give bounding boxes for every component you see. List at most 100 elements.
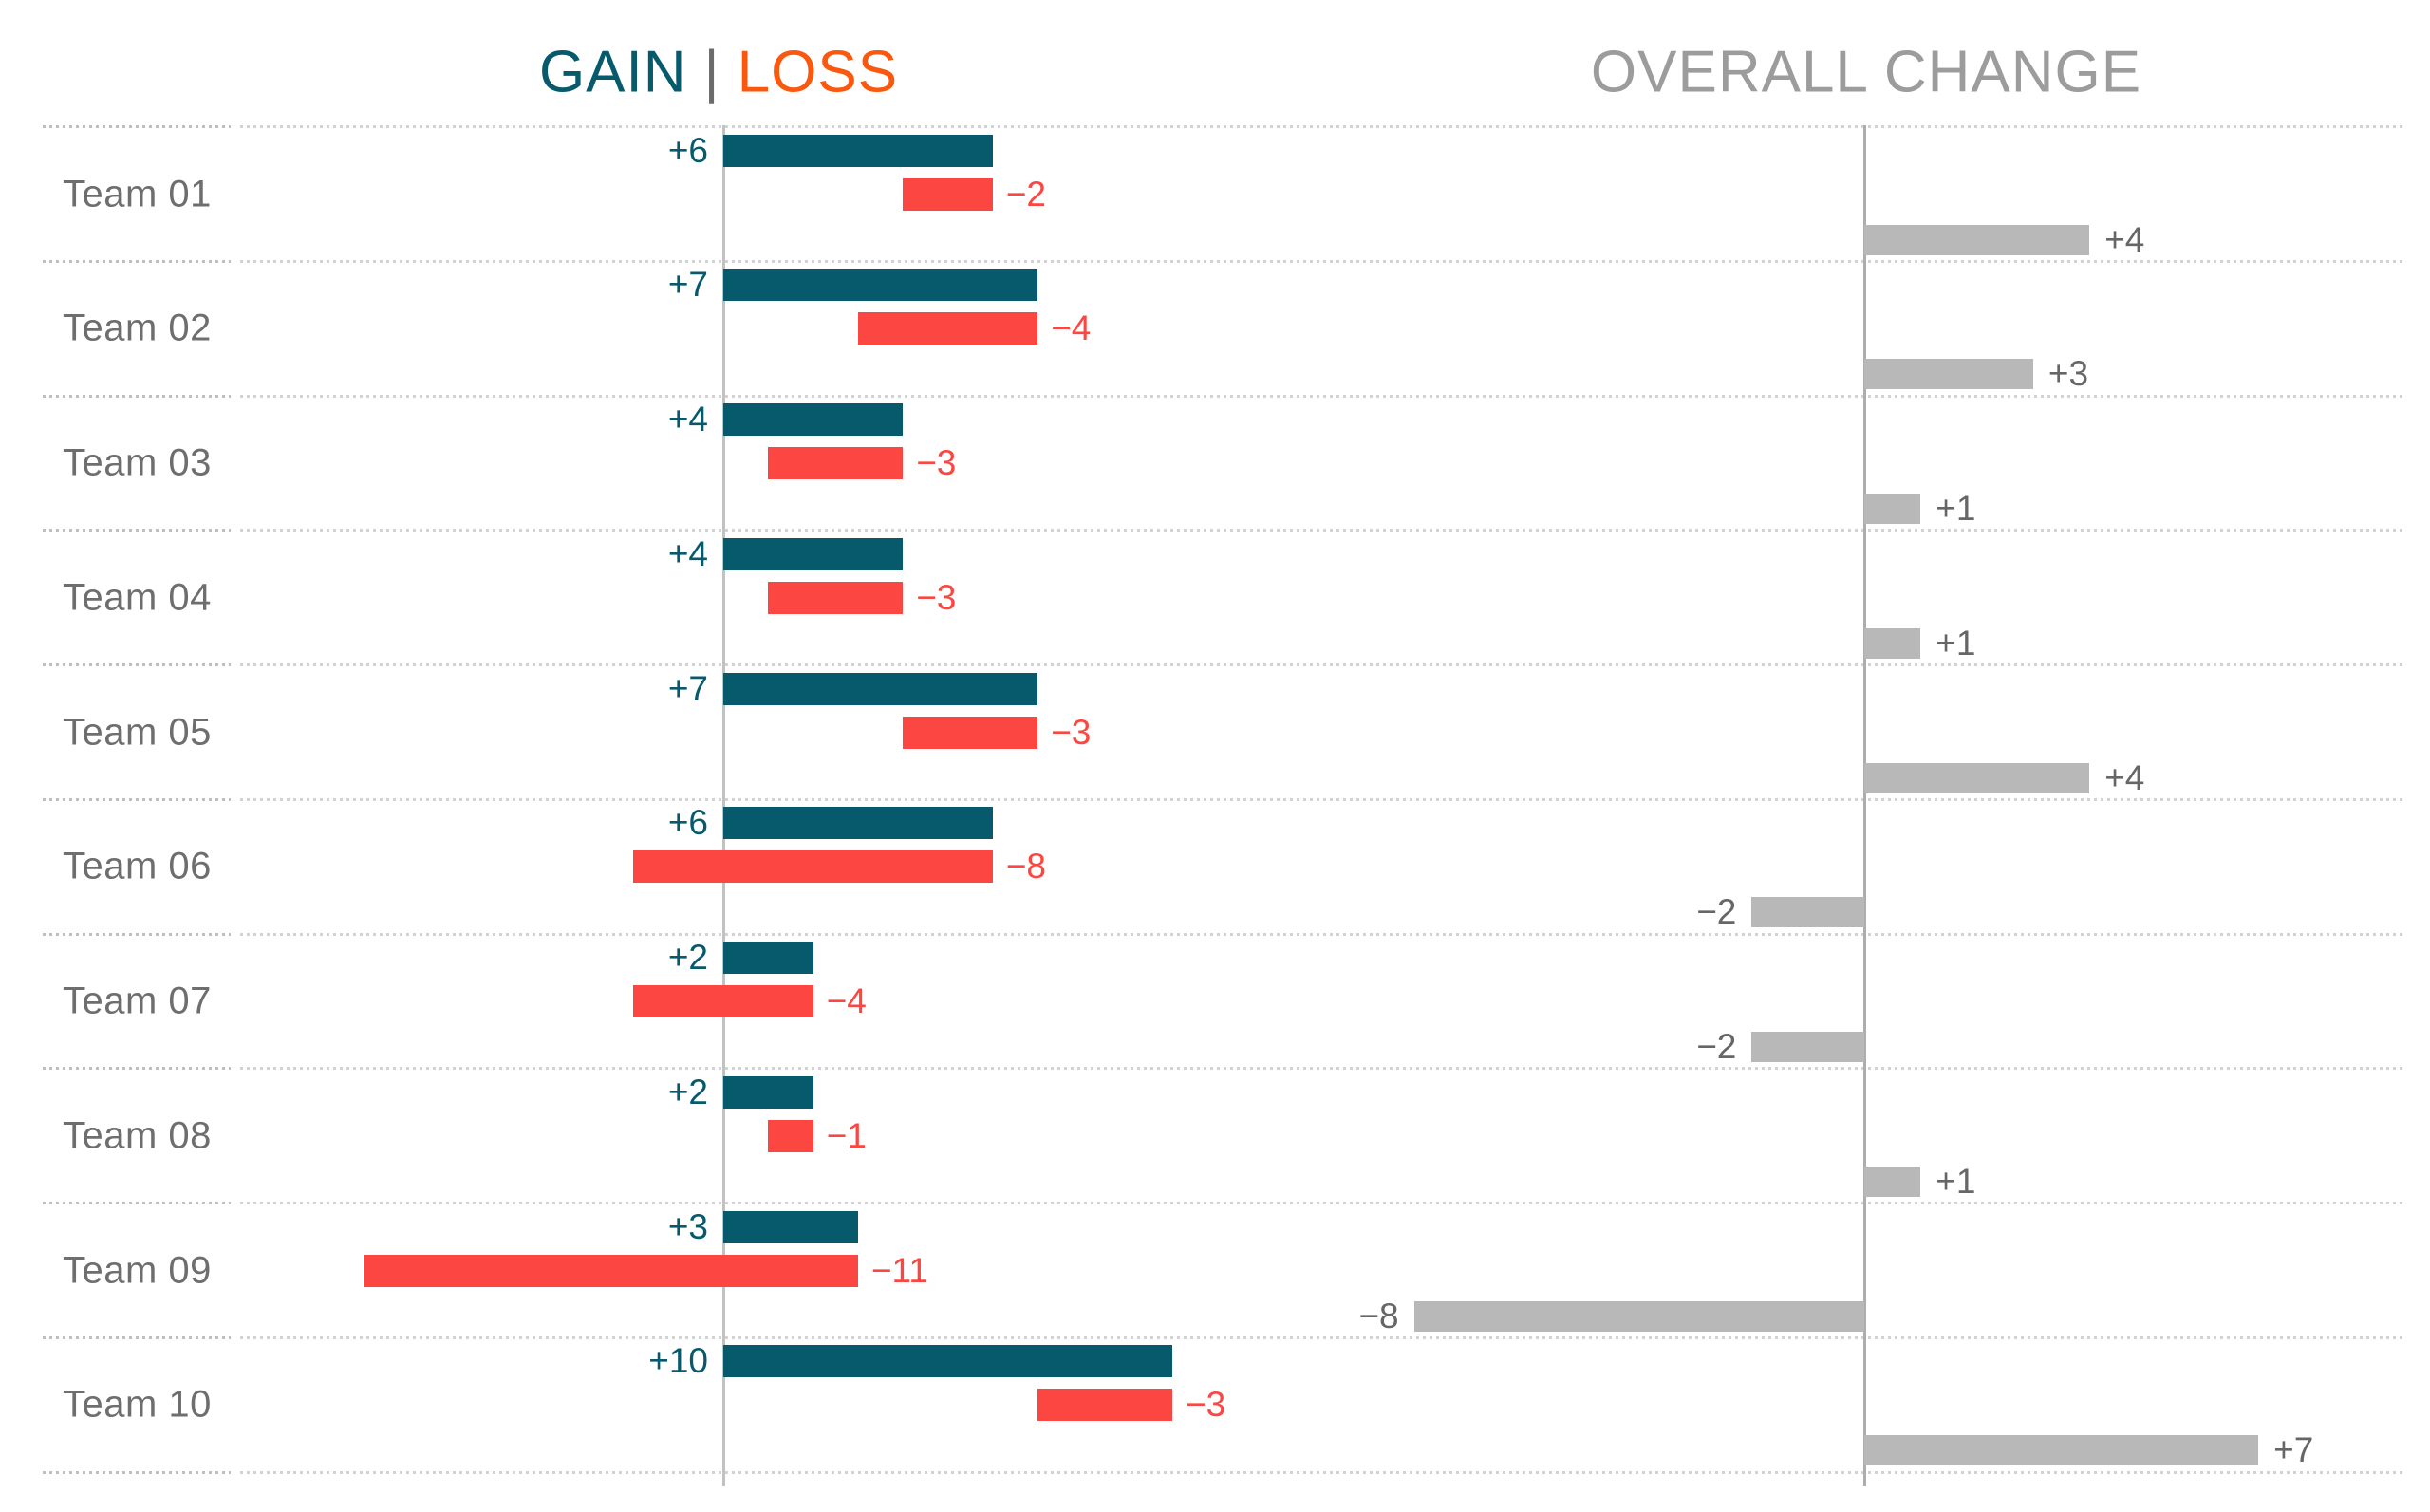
- overall-value-label: +4: [2104, 757, 2145, 797]
- overall-value-label: +7: [2273, 1430, 2314, 1470]
- gain-bar: [723, 807, 993, 840]
- overall-change-bar: [1864, 1166, 1921, 1197]
- gain-value-label: +7: [667, 265, 708, 305]
- gain-bar: [723, 942, 813, 974]
- gain-value-label: +6: [667, 130, 708, 170]
- loss-bar: [633, 985, 813, 1017]
- gain-bar: [723, 269, 1038, 302]
- separator-label-segment: [43, 259, 231, 263]
- overall-value-label: +1: [1935, 1161, 1976, 1201]
- loss-value-label: −3: [1186, 1385, 1226, 1425]
- loss-value-label: −2: [1005, 174, 1046, 214]
- separator-label-segment: [43, 1202, 231, 1204]
- gain-value-label: +3: [667, 1206, 708, 1246]
- separator-label-segment: [43, 932, 231, 936]
- separator-line: [240, 1067, 2404, 1071]
- gain-bar: [723, 1345, 1172, 1378]
- gain-value-label: +6: [667, 803, 708, 843]
- overall-change-bar: [1751, 1032, 1864, 1062]
- overall-change-bar: [1864, 224, 2090, 255]
- gain-loss-header: GAIN | LOSS: [539, 39, 898, 106]
- separator-line: [240, 1470, 2404, 1474]
- overall-change-bar: [1413, 1300, 1864, 1332]
- team-label: Team 03: [63, 441, 212, 484]
- loss-bar: [768, 447, 904, 479]
- separator-label-segment: [43, 1067, 231, 1071]
- separator-label-segment: [43, 394, 231, 398]
- loss-header-label: LOSS: [737, 39, 899, 105]
- separator-label-segment: [43, 125, 231, 128]
- team-label: Team 08: [63, 1114, 212, 1157]
- gain-value-label: +4: [667, 400, 708, 439]
- gain-value-label: +2: [667, 1072, 708, 1111]
- team-label: Team 10: [63, 1383, 212, 1426]
- gain-bar: [723, 134, 993, 167]
- separator-line: [240, 259, 2404, 263]
- loss-bar: [768, 581, 904, 614]
- separator-line: [240, 529, 2404, 532]
- overall-change-header: OVERALL CHANGE: [1590, 39, 2142, 105]
- separator-label-segment: [43, 1335, 231, 1339]
- team-label: Team 05: [63, 711, 212, 753]
- loss-value-label: −11: [870, 1250, 928, 1290]
- loss-bar: [1037, 1389, 1172, 1422]
- overall-value-label: +1: [1935, 623, 1976, 663]
- header-divider: |: [703, 39, 720, 105]
- loss-value-label: −8: [1005, 847, 1046, 887]
- separator-line: [240, 932, 2404, 936]
- overall-change-bar: [1864, 494, 1921, 524]
- overall-value-label: +1: [1935, 489, 1976, 528]
- gain-bar: [723, 1075, 813, 1109]
- loss-value-label: −4: [1051, 308, 1092, 348]
- loss-value-label: −4: [826, 981, 867, 1020]
- team-label: Team 02: [63, 307, 212, 349]
- separator-label-segment: [43, 1470, 231, 1474]
- team-label: Team 07: [63, 980, 212, 1022]
- overall-change-bar: [1751, 897, 1864, 928]
- gain-loss-axis: [722, 125, 725, 1486]
- loss-bar: [903, 716, 1038, 749]
- loss-bar: [633, 850, 993, 884]
- loss-bar: [768, 1119, 813, 1152]
- team-label: Team 04: [63, 576, 212, 619]
- loss-value-label: −1: [826, 1115, 867, 1155]
- gain-bar: [723, 403, 904, 436]
- loss-bar: [364, 1254, 858, 1287]
- separator-line: [240, 1202, 2404, 1204]
- loss-value-label: −3: [1051, 712, 1092, 752]
- separator-line: [240, 125, 2404, 128]
- gain-header-label: GAIN: [538, 39, 687, 105]
- separator-label-segment: [43, 529, 231, 532]
- separator-line: [240, 1335, 2404, 1339]
- loss-bar: [903, 177, 993, 211]
- overall-change-bar: [1864, 359, 2033, 390]
- overall-value-label: −2: [1696, 1027, 1737, 1066]
- gain-bar: [723, 1210, 858, 1243]
- loss-bar: [857, 312, 1038, 345]
- loss-value-label: −3: [916, 577, 957, 617]
- overall-value-label: +4: [2104, 219, 2145, 259]
- overall-change-bar: [1864, 627, 1921, 659]
- team-label: Team 01: [63, 173, 212, 215]
- separator-line: [240, 394, 2404, 398]
- gain-bar: [723, 537, 904, 570]
- gain-bar: [723, 672, 1038, 705]
- gain-value-label: +2: [667, 938, 708, 977]
- team-label: Team 09: [63, 1249, 212, 1291]
- gain-value-label: +7: [667, 668, 708, 708]
- overall-change-axis: [1863, 125, 1866, 1486]
- separator-label-segment: [43, 797, 231, 801]
- gain-value-label: +4: [667, 533, 708, 573]
- overall-value-label: −2: [1696, 892, 1737, 932]
- overall-value-label: +3: [2047, 354, 2089, 394]
- separator-label-segment: [43, 663, 231, 666]
- overall-value-label: −8: [1358, 1296, 1399, 1335]
- separator-line: [240, 663, 2404, 666]
- separator-line: [240, 797, 2404, 801]
- loss-value-label: −3: [916, 443, 957, 482]
- overall-change-bar: [1864, 1435, 2259, 1466]
- team-label: Team 06: [63, 845, 212, 887]
- gain-value-label: +10: [648, 1341, 708, 1381]
- overall-change-bar: [1864, 762, 2090, 793]
